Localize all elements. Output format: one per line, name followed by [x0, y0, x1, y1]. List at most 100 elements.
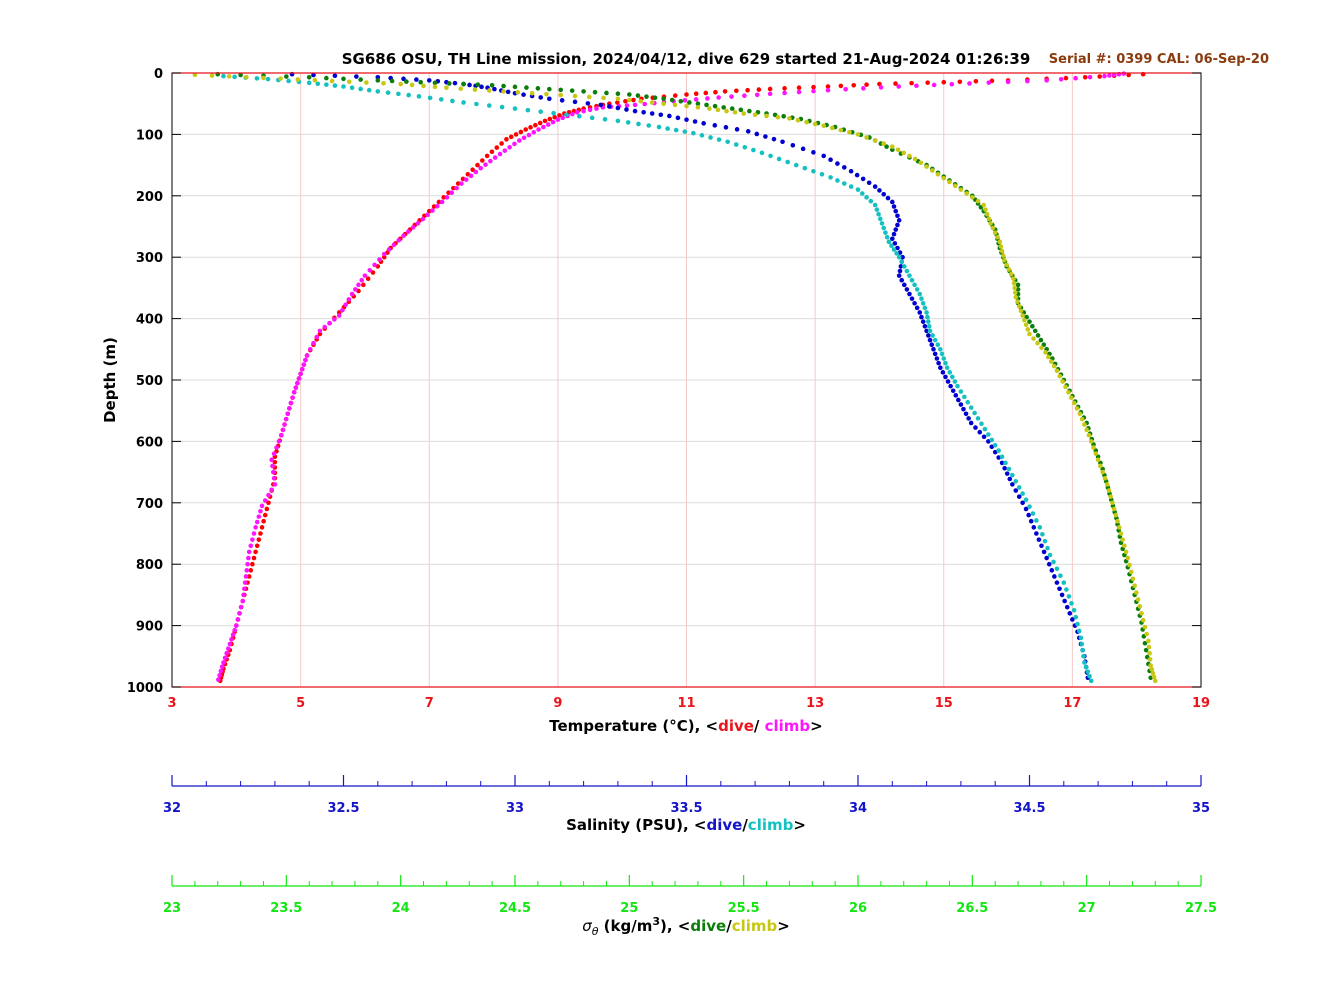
- data-point-fill: [893, 81, 898, 86]
- data-point-fill: [246, 555, 251, 561]
- data-point-fill: [217, 673, 222, 678]
- data-point-fill: [895, 222, 900, 228]
- data-point-fill: [930, 333, 935, 338]
- data-point-fill: [897, 250, 903, 255]
- data-point-fill: [678, 98, 684, 104]
- data-point-fill: [800, 146, 806, 152]
- data-point: [821, 153, 826, 159]
- data-point-fill: [999, 454, 1005, 460]
- data-point-fill: [1030, 511, 1036, 516]
- data-point-fill: [716, 137, 722, 142]
- data-point-fill: [1079, 641, 1085, 647]
- data-point-fill: [226, 74, 232, 79]
- data-point: [444, 85, 449, 91]
- data-point: [446, 190, 451, 196]
- data-point-fill: [894, 251, 899, 256]
- data-point-fill: [1151, 674, 1157, 680]
- data-point-fill: [848, 184, 854, 189]
- data-point-fill: [587, 107, 593, 113]
- data-point-fill: [914, 83, 919, 89]
- data-point: [997, 239, 1003, 245]
- temperature-climb-label: climb: [765, 717, 811, 735]
- data-point-fill: [1137, 604, 1143, 609]
- data-point-fill: [274, 445, 279, 450]
- temperature-tick-label: 15: [935, 696, 953, 711]
- data-point-fill: [729, 94, 734, 99]
- temperature-dive-label: dive: [718, 717, 754, 735]
- data-point: [266, 500, 271, 506]
- data-point-fill: [468, 173, 474, 179]
- data-point-fill: [602, 117, 608, 122]
- data-point-fill: [704, 102, 709, 108]
- data-point: [759, 150, 765, 156]
- data-point-fill: [881, 141, 887, 146]
- data-point-fill: [684, 103, 689, 109]
- data-point-fill: [866, 180, 872, 186]
- tick-label: 33: [506, 801, 524, 816]
- data-point-fill: [1115, 518, 1120, 524]
- data-point-fill: [480, 158, 485, 163]
- data-point-fill: [992, 442, 998, 448]
- data-point-fill: [470, 167, 475, 173]
- data-point: [890, 199, 895, 205]
- data-point-fill: [577, 113, 582, 119]
- y-tick-label: 100: [136, 128, 163, 143]
- data-point-fill: [627, 97, 632, 103]
- data-point: [1066, 389, 1071, 395]
- data-point-fill: [864, 135, 869, 140]
- y-tick-label: 1000: [127, 681, 163, 696]
- data-point-fill: [1051, 363, 1057, 369]
- data-point-fill: [738, 107, 744, 113]
- data-point: [272, 482, 278, 487]
- data-point-fill: [941, 356, 947, 361]
- data-point-fill: [1066, 594, 1072, 599]
- data-point-fill: [473, 169, 479, 175]
- data-point-fill: [521, 92, 526, 97]
- data-point: [1148, 675, 1153, 681]
- data-point-fill: [927, 337, 933, 343]
- data-point-fill: [943, 374, 948, 380]
- data-point: [1011, 276, 1016, 281]
- data-point-fill: [406, 92, 411, 98]
- data-point: [279, 432, 284, 438]
- data-point: [981, 202, 987, 208]
- data-point: [615, 118, 621, 124]
- data-point-fill: [950, 374, 955, 380]
- data-point-fill: [262, 512, 268, 518]
- data-point-fill: [1150, 670, 1156, 676]
- data-point: [426, 78, 432, 83]
- data-point-fill: [841, 165, 847, 170]
- data-point: [598, 102, 604, 108]
- data-point: [304, 353, 310, 358]
- grid-lines: [172, 73, 1201, 687]
- data-point: [1077, 411, 1083, 417]
- data-point: [855, 187, 861, 192]
- data-point-fill: [486, 103, 492, 108]
- data-point-fill: [1008, 271, 1014, 277]
- data-point-fill: [401, 76, 406, 82]
- data-point-fill: [479, 84, 484, 90]
- data-point-fill: [1012, 290, 1018, 295]
- data-point-fill: [1122, 543, 1127, 549]
- data-point: [896, 254, 902, 260]
- data-point-fill: [624, 103, 630, 108]
- data-point-fill: [287, 406, 292, 411]
- data-point-fill: [332, 73, 338, 79]
- data-point: [398, 81, 403, 87]
- data-point-fill: [646, 123, 652, 128]
- data-point-fill: [501, 83, 506, 89]
- data-point-fill: [492, 155, 498, 160]
- data-point-fill: [547, 116, 553, 122]
- data-point-fill: [1040, 531, 1045, 537]
- data-point-fill: [874, 207, 880, 212]
- data-point: [1104, 482, 1110, 487]
- data-point-fill: [474, 101, 479, 107]
- data-point: [1088, 678, 1094, 684]
- data-point-fill: [358, 86, 363, 92]
- data-point-fill: [569, 88, 575, 93]
- data-point: [516, 138, 522, 143]
- data-point-fill: [940, 370, 946, 375]
- data-point-fill: [945, 379, 951, 384]
- data-point-fill: [244, 568, 250, 573]
- data-point-fill: [979, 421, 984, 427]
